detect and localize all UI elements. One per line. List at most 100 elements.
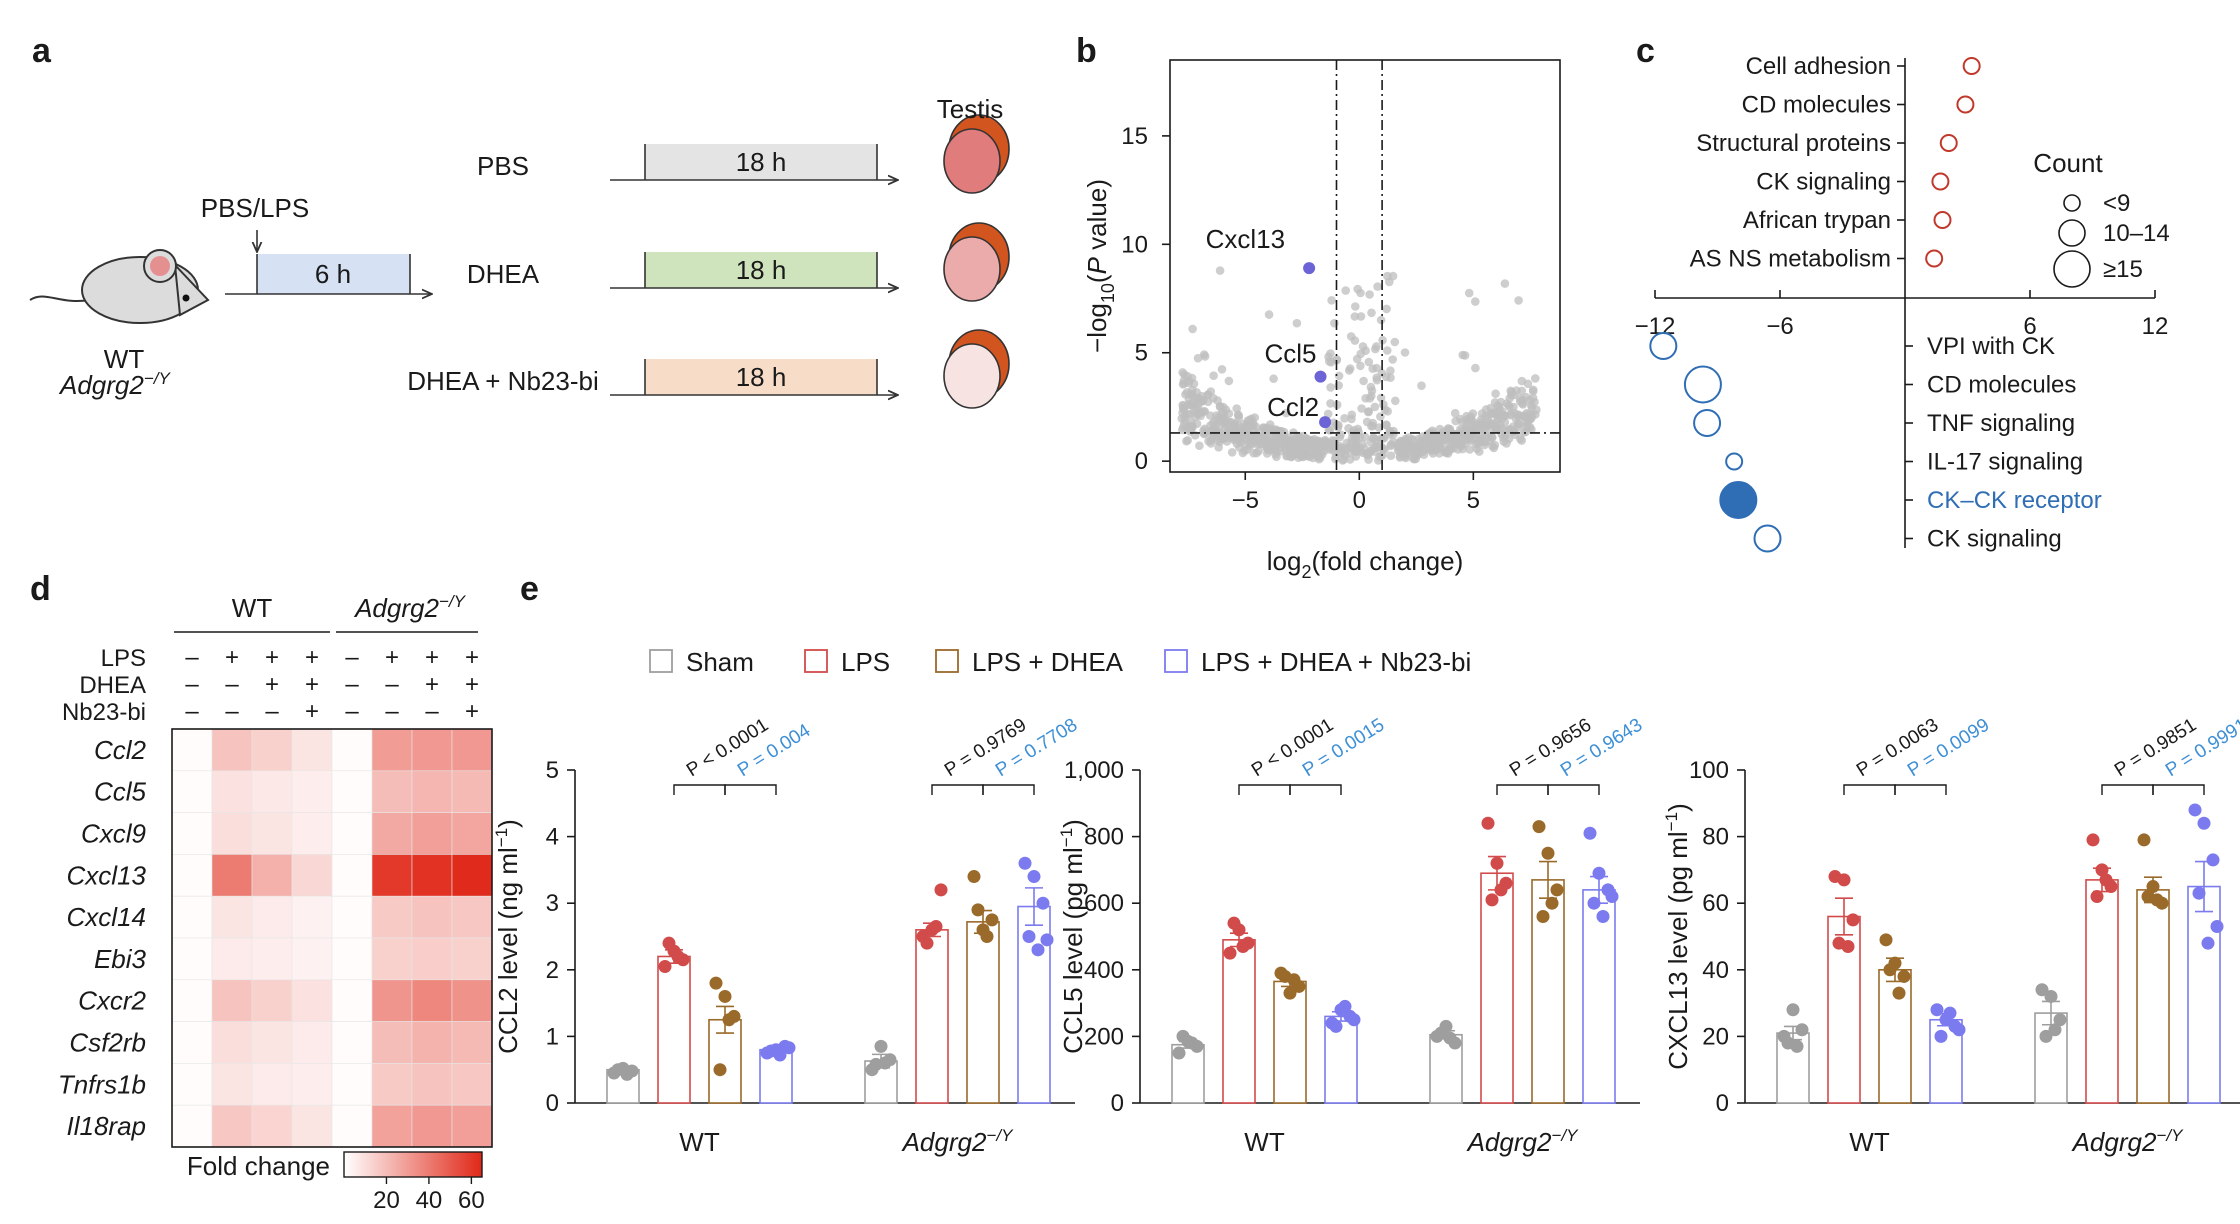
highlighted-gene-label: Ccl2 <box>1267 392 1319 422</box>
volcano-point <box>1426 443 1435 453</box>
condition-mark: – <box>225 671 239 698</box>
data-point <box>1541 846 1555 860</box>
heatmap-cell <box>331 1021 373 1064</box>
volcano-point <box>1501 431 1510 440</box>
volcano-point <box>1499 411 1509 420</box>
heatmap-cell <box>451 728 493 772</box>
volcano-point <box>1372 375 1382 385</box>
testis-icon <box>943 222 1010 302</box>
heatmap-cell <box>371 812 413 855</box>
volcano-point <box>1367 308 1376 318</box>
volcano-point <box>1373 282 1382 291</box>
heatmap-cell <box>371 895 413 939</box>
heatmap-cell <box>291 979 333 1022</box>
volcano-point <box>1500 279 1510 288</box>
highlighted-gene-point <box>1314 370 1327 383</box>
x-tick-label: 0 <box>1353 487 1366 514</box>
volcano-point <box>1379 400 1388 409</box>
volcano-point <box>1476 415 1486 424</box>
volcano-point <box>1368 364 1377 374</box>
heatmap-cell <box>451 770 493 813</box>
volcano-ylabel: −log10(P value) <box>1082 179 1118 353</box>
highlighted-gene-label: Cxcl13 <box>1206 224 1285 254</box>
data-point <box>722 1013 736 1027</box>
data-point <box>1223 946 1237 960</box>
data-point <box>2053 1013 2067 1027</box>
arm-3: DHEA + Nb23-bi 18 h <box>407 329 1010 409</box>
bar-y-tick-label: 60 <box>1702 890 1729 917</box>
heatmap-cell <box>331 937 373 981</box>
data-point <box>2146 880 2160 894</box>
volcano-point <box>1254 446 1264 456</box>
heatmap-cell <box>211 854 253 897</box>
volcano-point <box>1360 432 1370 442</box>
volcano-point <box>1484 418 1494 427</box>
significance-bracket <box>2152 784 2205 795</box>
data-point <box>1185 1036 1199 1050</box>
pathway-up-term: Structural proteins <box>1696 130 1891 157</box>
data-point <box>2137 833 2151 847</box>
colorbar-tick-label: 20 <box>373 1187 400 1214</box>
arm-2: DHEA 18 h <box>467 222 1010 302</box>
data-point <box>2095 863 2109 877</box>
significance-bracket <box>931 784 984 795</box>
data-point <box>985 913 999 927</box>
volcano-point <box>1327 296 1336 305</box>
data-point <box>1883 963 1897 977</box>
volcano-point <box>1323 409 1333 419</box>
pathway-down-dot <box>1683 365 1722 404</box>
heatmap-cell <box>291 1063 333 1106</box>
heatmap-gene-label: Csf2rb <box>69 1028 146 1058</box>
ylabel-sup: −1 <box>492 828 511 847</box>
heatmap-cell <box>251 895 293 939</box>
condition-mark: + <box>305 698 319 725</box>
volcano-point <box>1232 404 1241 413</box>
pathway-x-tick-label: −6 <box>1766 313 1793 340</box>
size-legend-title: Count <box>2033 148 2103 178</box>
legend-swatch <box>1164 649 1188 673</box>
volcano-background-points <box>1177 266 1541 465</box>
volcano-point <box>1444 426 1453 436</box>
volcano-point <box>1193 353 1203 363</box>
heatmap-gene-label: Cxcl14 <box>67 902 146 932</box>
data-point <box>773 1048 787 1062</box>
heatmap-cell <box>451 979 493 1022</box>
significance-bracket <box>1289 784 1342 795</box>
data-point <box>1485 893 1499 907</box>
bar-legend: Sham LPS LPS + DHEA LPS + DHEA + Nb23-bi <box>649 647 1471 677</box>
volcano-point <box>1352 354 1362 364</box>
volcano-point <box>1382 304 1391 314</box>
volcano-point <box>1356 361 1365 371</box>
significance-bracket <box>1238 784 1291 795</box>
heatmap-cell <box>251 812 293 855</box>
data-point <box>1592 866 1606 880</box>
heatmap-cell <box>291 937 333 981</box>
heatmap-cell <box>171 770 213 813</box>
volcano-point <box>1514 296 1523 305</box>
volcano-point <box>1330 318 1339 328</box>
condition-mark: – <box>225 698 239 725</box>
heatmap-cell <box>171 1104 213 1148</box>
heatmap-cell <box>411 770 453 813</box>
ylabel-tail: ) <box>1663 803 1693 812</box>
pathway-up-dot <box>1939 134 1958 152</box>
heatmap-cell <box>251 854 293 897</box>
heatmap-cell <box>211 812 253 855</box>
pathway-down-dot <box>1649 332 1678 360</box>
volcano-point <box>1521 427 1531 437</box>
heatmap-cell <box>371 1104 413 1148</box>
data-point <box>1837 873 1851 887</box>
volcano-point <box>1523 379 1533 389</box>
data-point <box>2210 920 2224 934</box>
volcano-point <box>1183 371 1192 381</box>
volcano-plot: −5 0 5 0 5 10 15 Cxcl13 Ccl5 Ccl2 <box>1121 60 1560 514</box>
volcano-point <box>1179 379 1189 388</box>
volcano-point <box>1415 440 1425 450</box>
heatmap-cell <box>251 1021 293 1064</box>
volcano-point <box>1376 393 1386 403</box>
panel-e: e Sham LPS LPS + DHEA LPS + DHEA + Nb23-bi … <box>492 570 2240 1157</box>
volcano-point <box>1292 318 1302 328</box>
heatmap-cell <box>211 1063 253 1106</box>
bar-y-tick-label: 3 <box>546 890 559 917</box>
volcano-point <box>1390 337 1400 347</box>
